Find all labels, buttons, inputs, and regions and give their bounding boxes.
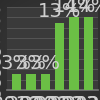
Text: 13%: 13%: [38, 2, 81, 21]
Bar: [84, 17, 93, 90]
Bar: [55, 23, 64, 90]
Bar: [26, 74, 36, 90]
Bar: [70, 17, 79, 90]
Text: 3%: 3%: [1, 54, 32, 73]
Bar: [41, 74, 50, 90]
Text: 14%: 14%: [52, 0, 96, 16]
Text: 14%: 14%: [67, 0, 100, 16]
Text: 3%: 3%: [30, 54, 61, 73]
Bar: [12, 74, 21, 90]
Text: 3%: 3%: [15, 54, 46, 73]
